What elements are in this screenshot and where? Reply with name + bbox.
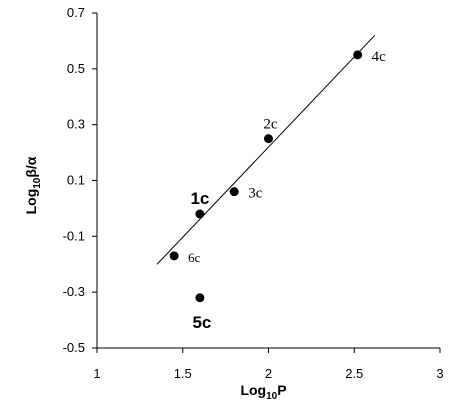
point-label-5c: 5c bbox=[192, 313, 211, 332]
x-tick-label: 2 bbox=[265, 366, 272, 381]
data-point-5c bbox=[195, 293, 205, 303]
data-point-6c bbox=[169, 251, 179, 261]
y-tick-label: 0.3 bbox=[67, 117, 85, 132]
x-axis-title: Log10P bbox=[240, 382, 286, 402]
x-tick-label: 1 bbox=[93, 366, 100, 381]
y-tick-label: -0.1 bbox=[63, 228, 85, 243]
point-label-2c: 2c bbox=[263, 117, 278, 133]
point-label-4c: 4c bbox=[372, 49, 387, 65]
data-point-4c bbox=[353, 50, 363, 60]
x-tick-label: 3 bbox=[436, 366, 443, 381]
point-label-3c: 3c bbox=[248, 186, 263, 202]
x-tick-label: 1.5 bbox=[174, 366, 192, 381]
point-label-6c: 6c bbox=[188, 250, 201, 265]
data-point-3c bbox=[229, 187, 239, 197]
data-point-1c bbox=[195, 209, 205, 219]
y-tick-label: 0.5 bbox=[67, 61, 85, 76]
trend-line bbox=[156, 34, 376, 265]
y-tick-label: 0.7 bbox=[67, 5, 85, 20]
point-label-1c: 1c bbox=[190, 189, 209, 208]
x-tick-label: 2.5 bbox=[345, 366, 363, 381]
y-tick-label: -0.5 bbox=[63, 340, 85, 355]
y-tick-label: -0.3 bbox=[63, 284, 85, 299]
y-tick-label: 0.1 bbox=[67, 173, 85, 188]
y-axis-title: Log10β/α bbox=[23, 156, 43, 214]
data-point-2c bbox=[264, 134, 273, 144]
